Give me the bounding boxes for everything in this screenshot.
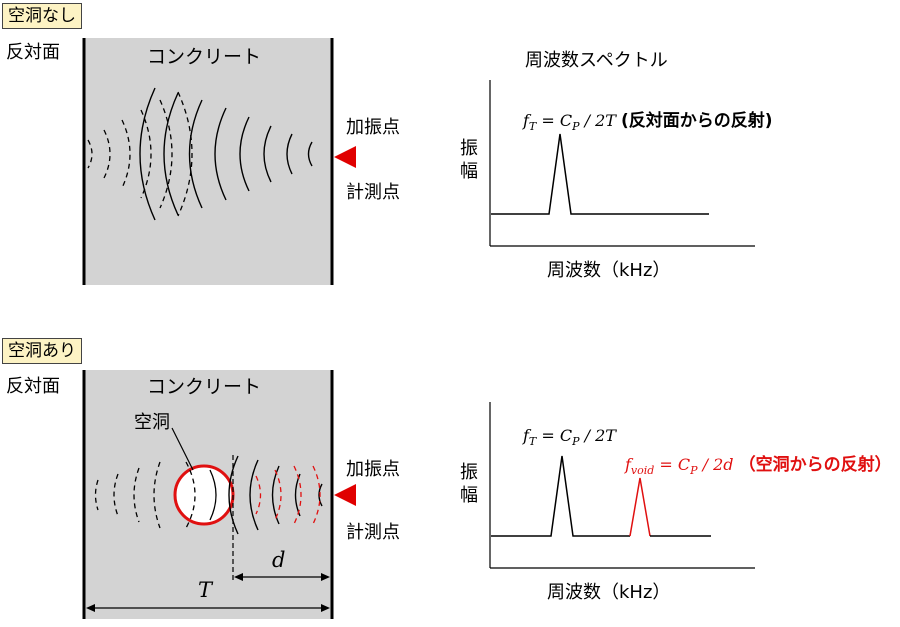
eq-top-mid: = C bbox=[536, 111, 573, 130]
equation-bottom-1: fT = CP / 2T bbox=[523, 426, 616, 448]
amplitude-label-top-1: 振 bbox=[460, 138, 478, 159]
no-void-badge: 空洞なし bbox=[2, 3, 82, 29]
void-wave-inner bbox=[209, 469, 217, 521]
dimension-d-arrow bbox=[234, 573, 330, 581]
far-face-label-top: 反対面 bbox=[6, 42, 60, 63]
eq1-mid-sub: P bbox=[572, 435, 580, 449]
dimension-T-label: T bbox=[198, 578, 213, 602]
eq2-tail: / 2d bbox=[697, 455, 739, 474]
eq2-f-sub: void bbox=[630, 464, 655, 478]
wavefronts-void-reflection bbox=[255, 465, 321, 525]
amplitude-label-bottom-2: 幅 bbox=[460, 485, 478, 506]
spectrum-line-top bbox=[491, 133, 709, 215]
eq2-mid-sub: P bbox=[690, 464, 698, 478]
excitation-arrow-bottom bbox=[334, 484, 356, 506]
equation-top: fT = CP / 2T (反対面からの反射) bbox=[523, 106, 773, 133]
eq2-f: f bbox=[625, 455, 631, 474]
spectrum-void-peak bbox=[629, 477, 651, 537]
amplitude-label-bottom-1: 振 bbox=[460, 462, 478, 483]
amplitude-label-top-2: 幅 bbox=[460, 161, 478, 182]
dimension-d-label: d bbox=[272, 548, 286, 572]
far-face-label-bottom: 反対面 bbox=[6, 376, 60, 397]
measurement-label-bottom: 計測点 bbox=[346, 522, 400, 543]
x-axis-label-bottom: 周波数（kHz） bbox=[547, 582, 671, 603]
excitation-arrow-top bbox=[334, 146, 356, 168]
eq2-mid: = C bbox=[654, 455, 691, 474]
wavefronts-outgoing-top bbox=[139, 87, 313, 221]
spectrum-line-bottom bbox=[491, 455, 630, 537]
eq-top-f: f bbox=[523, 111, 529, 130]
spectrum-axes-bottom bbox=[489, 402, 755, 569]
wavefronts-behind-void bbox=[94, 461, 161, 529]
void-leader-line bbox=[171, 427, 194, 471]
eq1-f-sub: T bbox=[528, 435, 537, 449]
wavefronts-outgoing-bottom bbox=[228, 455, 323, 535]
concrete-label-top: コンクリート bbox=[147, 46, 262, 68]
eq1-mid: = C bbox=[536, 426, 573, 445]
spectrum-title: 周波数スペクトル bbox=[525, 50, 668, 71]
eq1-tail: / 2T bbox=[579, 426, 616, 445]
excitation-label-top: 加振点 bbox=[346, 117, 400, 138]
concrete-block-top bbox=[84, 38, 332, 285]
concrete-label-bottom: コンクリート bbox=[147, 376, 262, 398]
equation-bottom-2: fvoid = CP / 2d （空洞からの反射） bbox=[625, 450, 892, 477]
x-axis-label-top: 周波数（kHz） bbox=[547, 260, 671, 281]
excitation-label-bottom: 加振点 bbox=[346, 459, 400, 480]
dimension-T-arrow bbox=[86, 604, 330, 612]
eq-top-f-sub: T bbox=[528, 120, 537, 134]
eq-top-mid-sub: P bbox=[572, 120, 580, 134]
void-badge: 空洞あり bbox=[2, 338, 82, 364]
spectrum-axes-top bbox=[489, 80, 755, 247]
void-label: 空洞 bbox=[134, 412, 170, 433]
void-circle bbox=[173, 464, 235, 526]
eq2-note: （空洞からの反射） bbox=[738, 455, 892, 475]
eq-top-note: (反対面からの反射) bbox=[621, 111, 773, 131]
measurement-label-top: 計測点 bbox=[346, 182, 400, 203]
wavefronts-reflected-top bbox=[87, 91, 193, 217]
eq-top-tail: / 2T bbox=[579, 111, 621, 130]
eq1-f: f bbox=[523, 426, 529, 445]
